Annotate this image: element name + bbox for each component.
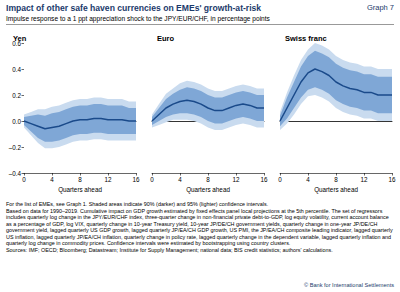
svg-text:4: 4 <box>306 176 310 183</box>
html-text:For the list of EMEs, see Grap: For the list of EMEs, see Graph 1. Shade… <box>6 201 269 207</box>
svg-text:8: 8 <box>206 176 210 183</box>
svg-text:12: 12 <box>232 176 240 183</box>
html-text:Impulse response to a 1 ppt ap: Impulse response to a 1 ppt appreciation… <box>6 15 270 22</box>
svg-text:0.2: 0.2 <box>12 92 21 99</box>
svg-text:4: 4 <box>178 176 182 183</box>
svg-text:Euro: Euro <box>157 34 175 43</box>
svg-text:0.0: 0.0 <box>12 118 21 125</box>
html-text:Impact of other safe haven cur: Impact of other safe haven currencies on… <box>6 3 262 13</box>
svg-text:Quarters ahead: Quarters ahead <box>186 186 230 194</box>
svg-text:–0.2: –0.2 <box>9 144 22 151</box>
svg-text:Yen: Yen <box>13 34 27 43</box>
svg-text:0.4: 0.4 <box>12 66 21 73</box>
svg-text:16: 16 <box>260 176 268 183</box>
svg-text:0: 0 <box>278 176 282 183</box>
svg-text:12: 12 <box>104 176 112 183</box>
html-text:© Bank for International Settl: © Bank for International Settlements <box>304 282 394 288</box>
svg-text:Quarters ahead: Quarters ahead <box>314 186 358 194</box>
html-text:Sources: IMF; OECD; Bloomberg;: Sources: IMF; OECD; Bloomberg; Datastrea… <box>6 246 333 253</box>
svg-text:8: 8 <box>78 176 82 183</box>
svg-text:8: 8 <box>334 176 338 183</box>
svg-text:Swiss franc: Swiss franc <box>285 34 327 43</box>
html-text:Based on data for 1990–2019. C: Based on data for 1990–2019. Cumulative … <box>6 207 393 246</box>
svg-text:12: 12 <box>360 176 368 183</box>
svg-text:16: 16 <box>132 176 140 183</box>
svg-text:0: 0 <box>150 176 154 183</box>
svg-text:4: 4 <box>50 176 54 183</box>
svg-text:Quarters ahead: Quarters ahead <box>58 186 102 194</box>
svg-text:0.6: 0.6 <box>12 39 21 47</box>
svg-text:16: 16 <box>388 176 396 183</box>
html-text:Graph 7: Graph 7 <box>366 3 394 12</box>
svg-text:0: 0 <box>22 176 26 183</box>
svg-text:–0.4: –0.4 <box>9 170 22 177</box>
